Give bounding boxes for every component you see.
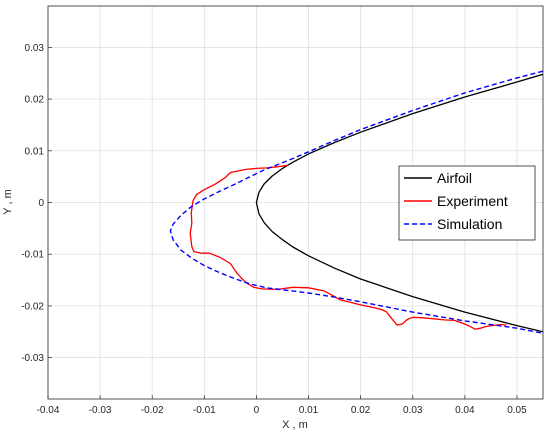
series-line-airfoil xyxy=(255,73,543,333)
y-tick-label: 0 xyxy=(38,198,44,209)
legend-label-simulation: Simulation xyxy=(437,216,502,232)
series-line-experiment xyxy=(189,164,507,330)
x-tick-label: -0.04 xyxy=(37,405,60,416)
y-tick-label: 0.02 xyxy=(25,95,45,106)
x-tick-label: 0.05 xyxy=(507,405,527,416)
series-line-simulation xyxy=(169,70,543,334)
legend-label-experiment: Experiment xyxy=(437,193,508,209)
x-ticks: -0.04 -0.03 -0.02 -0.01 0 0.01 0.02 0.03 0.04 0.0… xyxy=(37,395,527,416)
legend-label-airfoil: Airfoil xyxy=(437,170,472,186)
y-tick-label: -0.03 xyxy=(21,353,44,364)
x-tick-label: -0.03 xyxy=(89,405,112,416)
y-tick-label: -0.01 xyxy=(21,250,44,261)
series-group xyxy=(169,70,543,334)
x-axis-label: X , m xyxy=(282,419,308,431)
x-tick-label: 0.01 xyxy=(299,405,319,416)
x-tick-label: 0.02 xyxy=(351,405,371,416)
y-tick-label: 0.03 xyxy=(25,43,45,54)
y-ticks: -0.03 -0.02 -0.01 0 0.01 0.02 0.03 xyxy=(21,43,52,364)
y-axis-label: Y , m xyxy=(2,189,14,214)
x-tick-label: 0.04 xyxy=(455,405,475,416)
y-tick-label: -0.02 xyxy=(21,301,44,312)
x-tick-label: 0.03 xyxy=(403,405,423,416)
x-tick-label: 0 xyxy=(254,405,260,416)
y-tick-label: 0.01 xyxy=(25,146,45,157)
x-tick-label: -0.01 xyxy=(193,405,216,416)
x-tick-label: -0.02 xyxy=(141,405,164,416)
legend: Airfoil Experiment Simulation xyxy=(398,165,536,241)
